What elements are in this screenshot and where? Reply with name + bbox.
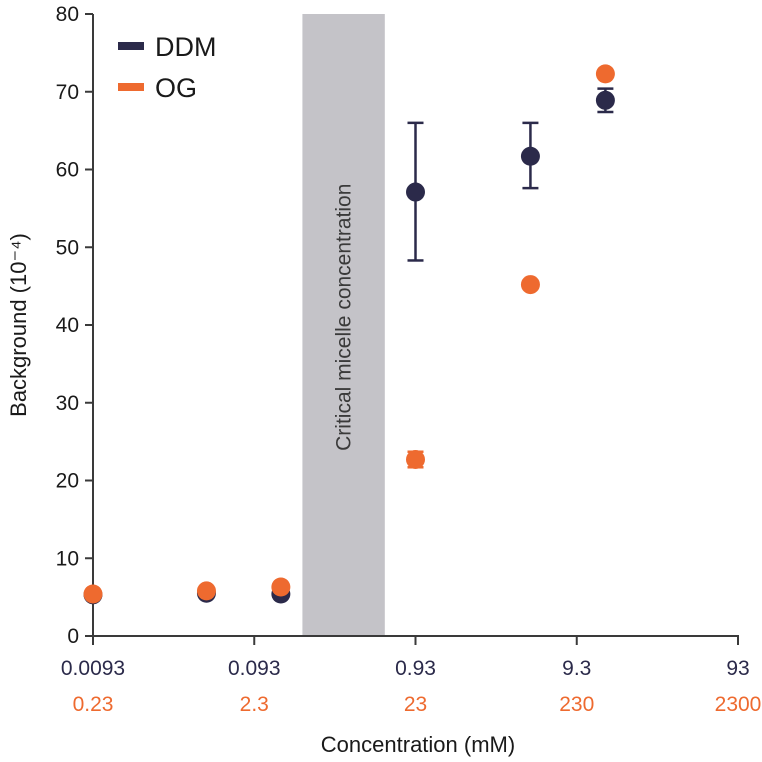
data-point-og (406, 450, 425, 470)
x-tick-label-og: 23 (404, 693, 427, 716)
x-tick-label-og: 0.23 (73, 693, 114, 716)
legend-label-ddm: DDM (155, 32, 217, 62)
x-tick-label-ddm: 93 (726, 657, 749, 680)
data-point-og (271, 577, 291, 597)
data-point-ddm (595, 90, 615, 110)
data-point-og (595, 64, 615, 84)
x-tick-label-ddm: 9.3 (562, 657, 591, 680)
legend-swatch-og (118, 83, 144, 91)
data-point-ddm (406, 182, 425, 202)
y-tick-label: 10 (56, 547, 79, 570)
y-tick-label: 20 (56, 470, 79, 493)
x-tick-label-og: 230 (559, 693, 594, 716)
cmc-band-layer: Critical micelle concentration (302, 14, 385, 636)
x-tick-label-ddm: 0.93 (395, 657, 436, 680)
y-tick-label: 50 (56, 236, 79, 259)
legend-label-og: OG (155, 73, 197, 103)
x-tick-label-ddm: 0.093 (228, 657, 281, 680)
data-point-ddm (520, 146, 540, 166)
x-tick-label-ddm: 0.0093 (61, 657, 125, 680)
x-axis-title: Concentration (mM) (321, 732, 515, 757)
axes: 0 10 20 30 40 50 60 70 80 0.0093 0.23 0.093 2.3 0.93 2… (56, 3, 762, 716)
x-tick-label-og: 2.3 (240, 693, 269, 716)
y-tick-label: 80 (56, 3, 79, 26)
series-og (83, 64, 615, 604)
y-tick-label: 60 (56, 159, 79, 182)
data-point-og (520, 275, 540, 295)
cmc-band (302, 14, 385, 636)
legend: DDM OG (118, 32, 217, 103)
cmc-band-label: Critical micelle concentration (333, 184, 356, 451)
data-point-og (83, 584, 103, 604)
legend-swatch-ddm (118, 42, 144, 50)
y-tick-label: 30 (56, 392, 79, 415)
y-tick-label: 40 (56, 314, 79, 337)
data-point-og (196, 581, 216, 601)
y-tick-label: 0 (67, 625, 79, 648)
x-tick-label-og: 2300 (715, 693, 762, 716)
y-tick-label: 70 (56, 81, 79, 104)
y-axis-title: Background (10⁻⁴) (6, 233, 31, 417)
data-marks (83, 64, 615, 605)
